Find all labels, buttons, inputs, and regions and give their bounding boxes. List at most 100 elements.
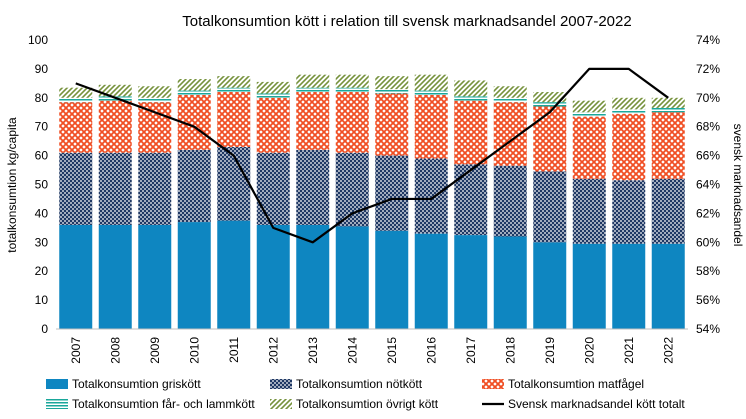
x-tick-label: 2007 [69, 337, 83, 364]
y-tick-label: 70 [35, 120, 49, 134]
bar-segment [177, 90, 211, 95]
y-tick-label: 60 [35, 149, 49, 163]
bar-segment [493, 86, 527, 98]
bar-segment [296, 92, 330, 150]
bar-segment [256, 81, 290, 94]
bar-segment [651, 178, 685, 244]
bar-segment [335, 152, 369, 227]
y2-tick-label: 56% [696, 293, 720, 307]
bar-segment [612, 180, 646, 244]
bar-segment [414, 74, 448, 91]
legend: Totalkonsumtion griskött Totalkonsumtion … [46, 377, 685, 411]
bar-segment [217, 87, 251, 93]
bar-segment [572, 112, 606, 117]
bar-segment [414, 94, 448, 159]
y-tick-label: 0 [41, 322, 48, 336]
bar-segment [651, 112, 685, 179]
bar-segment [296, 74, 330, 88]
y2-tick-label: 60% [696, 235, 720, 249]
x-tick-label: 2010 [187, 337, 201, 364]
bar-segment [533, 92, 567, 103]
bar-segment [533, 106, 567, 172]
legend-label: Totalkonsumtion nötkött [296, 377, 423, 391]
bar-segment [533, 102, 567, 107]
bar-segment [256, 93, 290, 98]
bar-segment [375, 93, 409, 156]
y2-tick-label: 62% [696, 206, 720, 220]
bar-segment [138, 152, 172, 225]
legend-label: Totalkonsumtion får- och lammkött [72, 397, 255, 411]
bar-segment [98, 224, 132, 329]
bar-segment [217, 146, 251, 221]
legend-label: Totalkonsumtion griskött [72, 377, 201, 391]
bar-segment [454, 164, 488, 236]
bar-segment [335, 92, 369, 153]
bar-segment [177, 79, 211, 91]
bar-segment [59, 87, 93, 98]
y-tick-label: 30 [35, 235, 49, 249]
x-tick-label: 2008 [108, 337, 122, 364]
x-tick-label: 2014 [345, 337, 359, 364]
y-axis: 0 10 20 30 40 50 60 70 80 90 100 [28, 33, 48, 336]
y2-tick-label: 54% [696, 322, 720, 336]
chart-title: Totalkonsumtion kött i relation till sve… [182, 13, 631, 30]
bar-segment [59, 102, 93, 153]
x-axis: 2007 2008 2009 2010 2011 2012 2013 2014 2015 2016… [69, 337, 676, 364]
bar-segment [572, 116, 606, 179]
x-tick-label: 2012 [266, 337, 280, 364]
market-share-line [75, 67, 669, 244]
bar-segment [335, 87, 369, 93]
x-tick-label: 2020 [582, 337, 596, 364]
bar-segment [217, 76, 251, 88]
y-tick-label: 100 [28, 33, 48, 47]
bar-segment [138, 102, 172, 153]
bar-segment [414, 90, 448, 95]
bar-segment [296, 87, 330, 93]
bar-segment [98, 100, 132, 153]
bar-segment [217, 92, 251, 147]
bar-segment [414, 233, 448, 329]
y-tick-label: 10 [35, 293, 49, 307]
bar-segment [612, 109, 646, 114]
bar-segment [296, 224, 330, 329]
legend-swatch [270, 399, 292, 409]
y2-tick-label: 68% [696, 120, 720, 134]
bar-segment [177, 149, 211, 223]
bar-segment [59, 152, 93, 225]
bar-segment [59, 224, 93, 329]
bar-segment [256, 152, 290, 225]
bar-segment [59, 97, 93, 103]
y2-tick-label: 66% [696, 149, 720, 163]
bar-segment [493, 165, 527, 237]
x-tick-label: 2009 [148, 337, 162, 364]
bar-segment [414, 158, 448, 234]
bar-segment [454, 235, 488, 329]
bar-segment [375, 155, 409, 231]
bar-segment [296, 149, 330, 225]
bar-segment [572, 178, 606, 244]
line-series [75, 67, 669, 244]
bar-segment [138, 97, 172, 103]
x-tick-label: 2011 [227, 337, 241, 363]
bar-segment [256, 224, 290, 329]
bar-segment [217, 220, 251, 329]
bar-segment [572, 100, 606, 113]
bar-segment [651, 107, 685, 113]
x-tick-label: 2021 [622, 337, 636, 364]
bar-segment [493, 236, 527, 329]
y2-axis-title: svensk marknadsandel [731, 124, 745, 247]
y2-tick-label: 72% [696, 62, 720, 76]
y2-tick-label: 70% [696, 91, 720, 105]
y-tick-label: 80 [35, 91, 49, 105]
y2-tick-label: 58% [696, 264, 720, 278]
bar-segment [493, 97, 527, 103]
y2-axis: 54% 56% 58% 60% 62% 64% 66% 68% 70% 72% 74% [696, 33, 720, 336]
legend-swatch [270, 379, 292, 389]
bar-segment [375, 230, 409, 329]
bar-segment [572, 243, 606, 329]
y2-tick-label: 64% [696, 178, 720, 192]
bar-segment [533, 242, 567, 329]
bar-segment [533, 171, 567, 243]
